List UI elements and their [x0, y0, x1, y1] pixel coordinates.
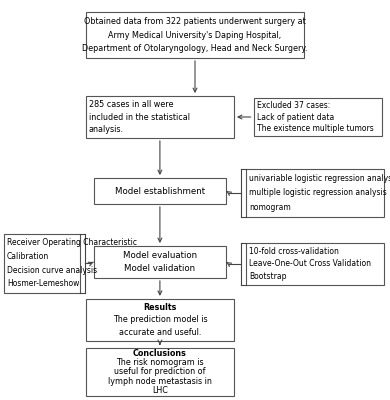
- FancyBboxPatch shape: [86, 348, 234, 396]
- Text: useful for prediction of: useful for prediction of: [114, 368, 206, 376]
- Text: Hosmer-Lemeshow: Hosmer-Lemeshow: [7, 279, 80, 288]
- Text: Excluded 37 cases:: Excluded 37 cases:: [257, 101, 330, 110]
- Text: The existence multiple tumors: The existence multiple tumors: [257, 124, 373, 133]
- Text: Army Medical University's Daping Hospital,: Army Medical University's Daping Hospita…: [108, 30, 282, 40]
- Text: Conclusions: Conclusions: [133, 349, 187, 358]
- Text: included in the statistical: included in the statistical: [89, 112, 190, 122]
- Text: 285 cases in all were: 285 cases in all were: [89, 100, 174, 109]
- FancyBboxPatch shape: [4, 234, 80, 293]
- Text: The risk nomogram is: The risk nomogram is: [116, 358, 204, 368]
- Text: univariable logistic regression analysis: univariable logistic regression analysis: [249, 174, 390, 183]
- Text: Department of Otolaryngology, Head and Neck Surgery.: Department of Otolaryngology, Head and N…: [82, 44, 308, 54]
- Text: Model validation: Model validation: [124, 264, 195, 274]
- Text: Leave-One-Out Cross Validation: Leave-One-Out Cross Validation: [249, 259, 371, 268]
- Text: nomogram: nomogram: [249, 203, 291, 212]
- FancyBboxPatch shape: [86, 96, 234, 138]
- Text: Lack of patient data: Lack of patient data: [257, 112, 334, 122]
- Text: LHC: LHC: [152, 386, 168, 395]
- Text: analysis.: analysis.: [89, 125, 124, 134]
- FancyBboxPatch shape: [254, 98, 382, 136]
- Text: Model evaluation: Model evaluation: [123, 250, 197, 260]
- Text: Bootstrap: Bootstrap: [249, 272, 286, 281]
- FancyBboxPatch shape: [246, 169, 384, 217]
- Text: Obtained data from 322 patients underwent surgery at: Obtained data from 322 patients underwen…: [84, 16, 306, 26]
- Text: Model establishment: Model establishment: [115, 186, 205, 196]
- Text: multiple logistic regression analysis: multiple logistic regression analysis: [249, 188, 386, 197]
- FancyBboxPatch shape: [86, 12, 304, 58]
- FancyBboxPatch shape: [86, 299, 234, 341]
- FancyBboxPatch shape: [94, 246, 226, 278]
- Text: Results: Results: [143, 302, 177, 312]
- FancyBboxPatch shape: [246, 243, 384, 285]
- FancyBboxPatch shape: [94, 178, 226, 204]
- Text: 10-fold cross-validation: 10-fold cross-validation: [249, 246, 339, 256]
- Text: Receiver Operating Characteristic: Receiver Operating Characteristic: [7, 238, 137, 247]
- Text: Decision curve analysis: Decision curve analysis: [7, 266, 97, 274]
- Text: lymph node metastasis in: lymph node metastasis in: [108, 376, 212, 386]
- Text: accurate and useful.: accurate and useful.: [119, 328, 201, 337]
- Text: The prediction model is: The prediction model is: [113, 315, 207, 324]
- Text: Calibration: Calibration: [7, 252, 49, 261]
